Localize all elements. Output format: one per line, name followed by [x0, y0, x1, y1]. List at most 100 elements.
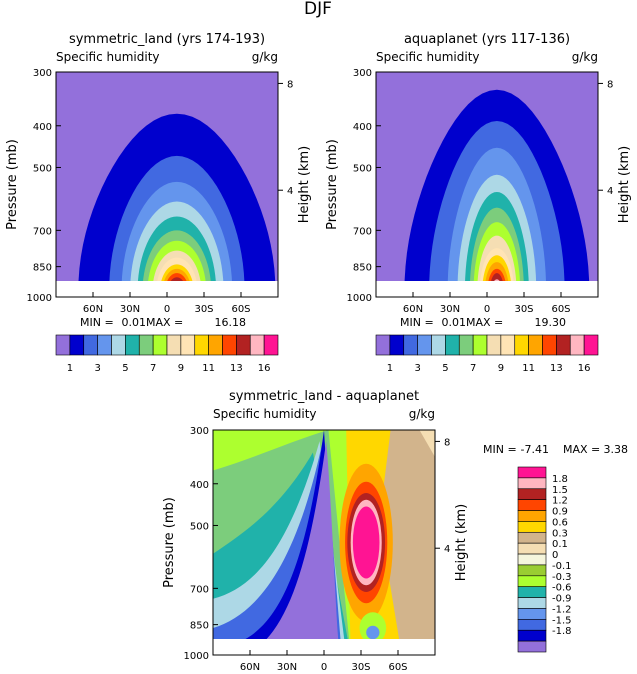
colorbar-label: 0.9: [552, 507, 568, 518]
panel-symmetric-land: 300 400 500 700 850 1000 60N 30N 0 30S 60S 8 4 symmet…: [5, 32, 312, 374]
right-tick-label: 8: [607, 79, 613, 90]
contour-band: [419, 430, 435, 457]
colorbar-box: [472, 334, 488, 356]
colorbar-label: -1.8: [552, 626, 572, 637]
colorbar-box: [152, 334, 168, 356]
y-tick-label: 1000: [347, 293, 372, 304]
colorbar-label: 3: [414, 363, 420, 374]
page-title: DJF: [304, 0, 332, 19]
colorbar-label: 9: [178, 363, 184, 374]
min-label: MIN =: [483, 443, 517, 456]
colorbar-box: [517, 521, 547, 533]
colorbar-box: [69, 334, 85, 356]
colorbar-label: 11: [202, 363, 215, 374]
max-label: MAX =: [146, 316, 183, 329]
colorbar-box: [517, 542, 547, 555]
right-tick-label: 8: [287, 79, 293, 90]
colorbar-box: [431, 334, 446, 356]
colorbar-box: [138, 334, 154, 356]
y-tick-label: 700: [190, 584, 209, 595]
y-axis-label-right: Height (km): [297, 146, 312, 223]
colorbar-box: [569, 334, 585, 356]
x-tick-label: 30N: [277, 662, 297, 673]
max-label: MAX =: [466, 316, 503, 329]
colorbar-box: [517, 640, 547, 653]
x-tick-label: 60N: [403, 304, 423, 315]
colorbar-box: [517, 510, 547, 522]
y-tick-label: 500: [353, 163, 372, 174]
colorbar-label: -0.6: [552, 583, 572, 594]
min-value: -7.41: [521, 443, 549, 456]
colorbar-box: [166, 334, 182, 356]
colorbar-box: [517, 586, 547, 598]
min-value: 0.01: [122, 316, 147, 329]
surface-mask: [376, 281, 598, 297]
y-axis-label: Pressure (mb): [325, 139, 340, 230]
min-label: MIN =: [80, 316, 114, 329]
colorbar-label: 0.1: [552, 539, 568, 550]
y-tick-label: 300: [33, 68, 52, 79]
right-tick-label: 4: [287, 186, 293, 197]
colorbar-box: [528, 334, 543, 356]
y-axis-label-right: Height (km): [454, 504, 469, 581]
colorbar-box: [517, 553, 547, 566]
colorbar-label: 16: [578, 363, 591, 374]
right-tick-label: 4: [607, 186, 613, 197]
colorbar-box: [517, 488, 547, 500]
panel-title: aquaplanet (yrs 117-136): [404, 32, 570, 47]
x-tick-label: 30S: [351, 662, 370, 673]
colorbar-box: [500, 334, 516, 356]
subtitle-right: g/kg: [409, 407, 435, 421]
contour-band: [246, 441, 340, 655]
y-tick-label: 700: [33, 226, 52, 237]
colorbar-box: [486, 334, 502, 356]
colorbar-box: [222, 334, 237, 356]
contour-group: [56, 72, 278, 297]
x-tick-label: 60S: [231, 304, 250, 315]
x-tick-label: 30N: [440, 304, 460, 315]
colorbar-box: [517, 597, 547, 609]
right-tick-label: 4: [444, 544, 450, 555]
y-tick-label: 700: [353, 226, 372, 237]
x-tick-label: 0: [164, 304, 170, 315]
panel-title: symmetric_land - aquaplanet: [229, 389, 419, 404]
x-tick-label: 30S: [194, 304, 213, 315]
max-value: 3.38: [604, 443, 629, 456]
colorbar-label: 0: [552, 550, 558, 561]
colorbar-label: 13: [230, 363, 243, 374]
y-tick-label: 300: [190, 426, 209, 437]
colorbar-label: -0.9: [552, 594, 572, 605]
colorbar-label: -0.3: [552, 572, 572, 583]
colorbar-box: [249, 334, 265, 356]
colorbar-box: [517, 499, 547, 511]
subtitle-left: Specific humidity: [376, 50, 480, 64]
subtitle-left: Specific humidity: [56, 50, 160, 64]
x-tick-label: 0: [484, 304, 490, 315]
colorbar-box: [542, 334, 557, 356]
contour-band: [352, 506, 380, 579]
colorbar-label: 16: [258, 363, 271, 374]
colorbar-label: -1.5: [552, 615, 572, 626]
panel-aquaplanet: 300 400 500 700 850 1000 60N 30N 0 30S 60S 8 4 aquapl…: [325, 32, 632, 374]
contour-group: [376, 72, 598, 297]
y-tick-label: 850: [190, 621, 209, 632]
colorbar-label: 9: [498, 363, 504, 374]
subtitle-left: Specific humidity: [213, 407, 317, 421]
x-tick-label: 60S: [551, 304, 570, 315]
colorbar-box: [517, 629, 547, 642]
colorbar-box: [458, 334, 474, 356]
y-tick-label: 400: [353, 122, 372, 133]
y-tick-label: 500: [33, 163, 52, 174]
colorbar-box: [180, 334, 196, 356]
contour-band: [366, 625, 380, 640]
colorbar-label: 1: [67, 363, 73, 374]
colorbar-label: 11: [522, 363, 535, 374]
x-tick-label: 60N: [240, 662, 260, 673]
y-tick-label: 500: [190, 521, 209, 532]
colorbar-label: 1: [387, 363, 393, 374]
y-tick-label: 400: [33, 122, 52, 133]
colorbar-label: 3: [94, 363, 100, 374]
colorbar-label: -0.1: [552, 561, 572, 572]
subtitle-right: g/kg: [252, 50, 278, 64]
